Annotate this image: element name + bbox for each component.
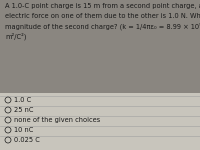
Text: 10 nC: 10 nC xyxy=(14,127,33,133)
Text: magnitude of the second charge? (k = 1/4πε₀ = 8.99 × 10⁹ N·: magnitude of the second charge? (k = 1/4… xyxy=(5,23,200,30)
FancyBboxPatch shape xyxy=(0,93,200,150)
Text: 0.025 C: 0.025 C xyxy=(14,137,40,143)
Text: m²/C²): m²/C²) xyxy=(5,33,26,40)
Text: A 1.0-C point charge is 15 m from a second point charge, and the: A 1.0-C point charge is 15 m from a seco… xyxy=(5,3,200,9)
Text: electric force on one of them due to the other is 1.0 N. What is the: electric force on one of them due to the… xyxy=(5,13,200,19)
FancyBboxPatch shape xyxy=(0,0,200,93)
Text: none of the given choices: none of the given choices xyxy=(14,117,100,123)
Text: 1.0 C: 1.0 C xyxy=(14,97,31,103)
Text: 25 nC: 25 nC xyxy=(14,107,34,113)
